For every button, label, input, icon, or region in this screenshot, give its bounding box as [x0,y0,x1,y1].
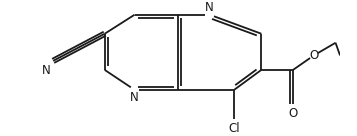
Text: Cl: Cl [228,121,240,135]
Text: O: O [309,49,318,62]
Text: N: N [205,1,214,14]
Text: N: N [130,91,139,104]
Text: N: N [42,64,50,77]
Text: O: O [288,107,298,120]
